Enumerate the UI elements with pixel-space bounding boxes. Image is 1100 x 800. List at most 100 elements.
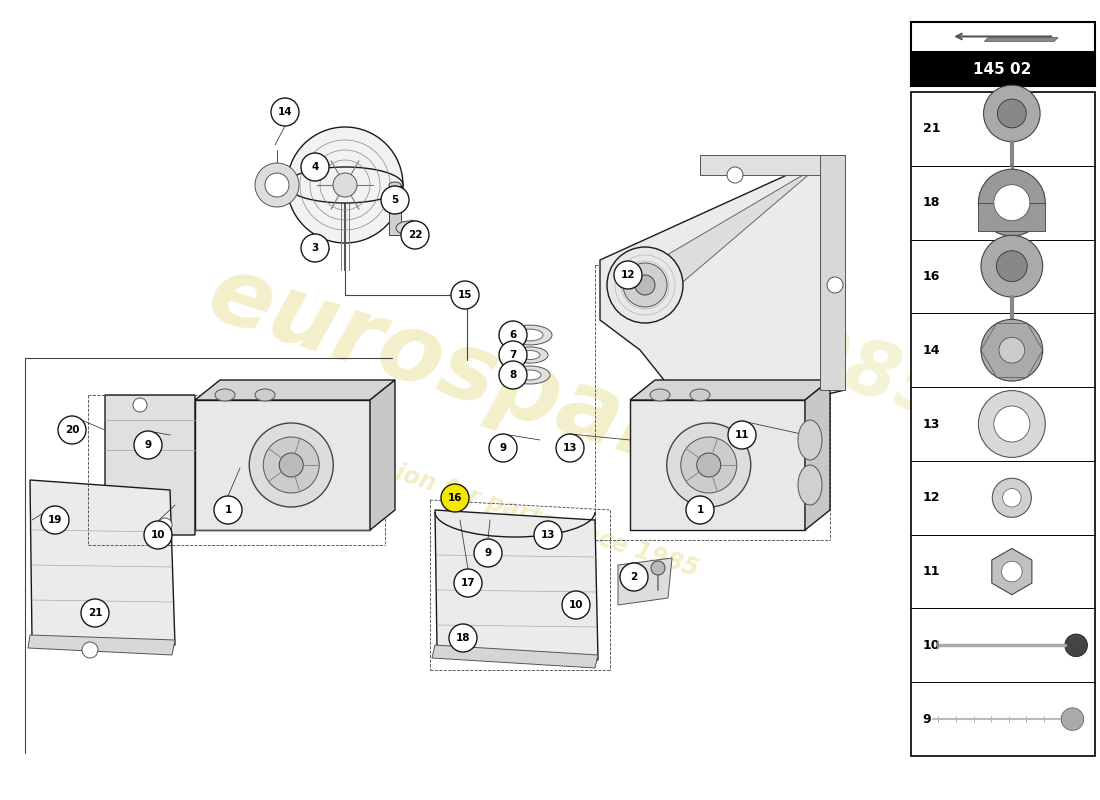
Text: 21: 21	[923, 122, 940, 135]
Text: 16: 16	[448, 493, 462, 503]
Text: 20: 20	[65, 425, 79, 435]
Text: 1985: 1985	[735, 300, 959, 436]
Text: 14: 14	[923, 344, 940, 357]
Ellipse shape	[607, 247, 683, 323]
Text: 21: 21	[88, 608, 102, 618]
Polygon shape	[618, 558, 672, 605]
Circle shape	[271, 98, 299, 126]
Circle shape	[214, 496, 242, 524]
Text: 18: 18	[455, 633, 471, 643]
Text: 22: 22	[408, 230, 422, 240]
Text: 13: 13	[563, 443, 578, 453]
Bar	[911, 92, 1094, 756]
Circle shape	[499, 341, 527, 369]
Text: 10: 10	[151, 530, 165, 540]
Circle shape	[686, 496, 714, 524]
Polygon shape	[195, 380, 395, 400]
Ellipse shape	[981, 235, 1043, 297]
Ellipse shape	[1002, 489, 1021, 507]
Ellipse shape	[635, 275, 654, 295]
Text: 9: 9	[144, 440, 152, 450]
Text: 7: 7	[509, 350, 517, 360]
Ellipse shape	[999, 338, 1025, 363]
Ellipse shape	[690, 389, 710, 401]
Bar	[978, 202, 1045, 231]
Text: eurospares: eurospares	[197, 248, 793, 520]
Text: 11: 11	[735, 430, 749, 440]
Text: 12: 12	[620, 270, 636, 280]
Text: 9: 9	[484, 548, 492, 558]
Ellipse shape	[983, 85, 1041, 142]
Ellipse shape	[798, 420, 822, 460]
Circle shape	[402, 221, 429, 249]
Text: 145 02: 145 02	[974, 62, 1032, 77]
Circle shape	[451, 281, 478, 309]
Ellipse shape	[82, 642, 98, 658]
Circle shape	[301, 234, 329, 262]
Circle shape	[81, 599, 109, 627]
Ellipse shape	[389, 182, 402, 188]
Circle shape	[454, 569, 482, 597]
Circle shape	[144, 521, 172, 549]
Circle shape	[614, 261, 642, 289]
Polygon shape	[389, 185, 402, 235]
Ellipse shape	[992, 478, 1032, 518]
Ellipse shape	[519, 370, 541, 380]
Ellipse shape	[520, 350, 540, 359]
Text: 13: 13	[541, 530, 556, 540]
Polygon shape	[805, 380, 830, 530]
Circle shape	[441, 484, 469, 512]
Ellipse shape	[287, 127, 403, 243]
Ellipse shape	[396, 221, 424, 235]
Circle shape	[556, 434, 584, 462]
Circle shape	[490, 434, 517, 462]
Circle shape	[41, 506, 69, 534]
Circle shape	[620, 563, 648, 591]
Ellipse shape	[667, 423, 750, 507]
Polygon shape	[630, 380, 830, 400]
Ellipse shape	[255, 163, 299, 207]
Text: 17: 17	[461, 578, 475, 588]
Text: 4: 4	[311, 162, 319, 172]
Text: 12: 12	[923, 491, 940, 504]
Circle shape	[134, 431, 162, 459]
Text: 3: 3	[311, 243, 319, 253]
Text: 6: 6	[509, 330, 517, 340]
Polygon shape	[984, 38, 1058, 42]
Ellipse shape	[998, 99, 1026, 128]
Ellipse shape	[978, 390, 1045, 458]
Ellipse shape	[651, 561, 666, 575]
Polygon shape	[195, 400, 370, 530]
Polygon shape	[630, 400, 805, 530]
Ellipse shape	[1065, 634, 1088, 657]
Ellipse shape	[287, 167, 403, 203]
Polygon shape	[992, 549, 1032, 594]
Text: 16: 16	[923, 270, 940, 283]
Ellipse shape	[696, 453, 720, 477]
Text: 8: 8	[509, 370, 517, 380]
Text: 1: 1	[696, 505, 704, 515]
Ellipse shape	[993, 406, 1030, 442]
Circle shape	[381, 186, 409, 214]
Text: 1: 1	[224, 505, 232, 515]
Circle shape	[449, 624, 477, 652]
Ellipse shape	[623, 263, 667, 307]
Polygon shape	[820, 155, 845, 390]
Polygon shape	[434, 510, 598, 660]
Text: 10: 10	[923, 639, 940, 652]
Ellipse shape	[512, 347, 548, 363]
Ellipse shape	[333, 173, 358, 197]
Ellipse shape	[263, 437, 319, 493]
Ellipse shape	[978, 170, 1045, 236]
Circle shape	[728, 421, 756, 449]
Polygon shape	[600, 160, 845, 410]
Ellipse shape	[517, 329, 543, 341]
Ellipse shape	[214, 389, 235, 401]
Polygon shape	[432, 645, 598, 668]
Ellipse shape	[1062, 708, 1084, 730]
Text: 9: 9	[923, 713, 932, 726]
Circle shape	[58, 416, 86, 444]
Bar	[911, 51, 1094, 86]
Ellipse shape	[510, 366, 550, 384]
Ellipse shape	[279, 453, 304, 477]
